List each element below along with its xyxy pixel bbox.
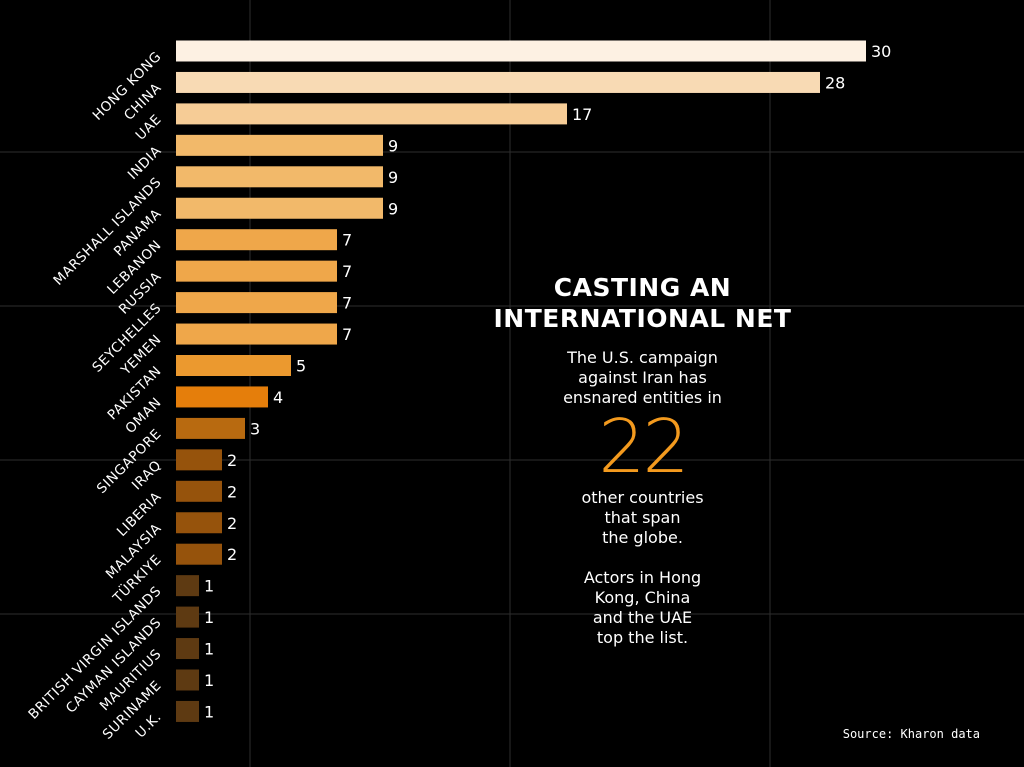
value-label: 9 xyxy=(388,199,398,218)
value-label: 2 xyxy=(227,545,237,564)
info-panel: CASTING AN INTERNATIONAL NET The U.S. ca… xyxy=(470,272,815,648)
bar-suriname xyxy=(176,669,199,691)
panel-outro-line-1: Actors in Hong xyxy=(583,568,702,587)
panel-outro-line-2: Kong, China xyxy=(594,588,691,607)
bar-hong-kong xyxy=(176,40,866,62)
bar-india xyxy=(176,134,383,156)
value-label: 3 xyxy=(250,419,260,438)
panel-middle-line-1: other countries xyxy=(581,488,704,507)
bar-oman xyxy=(176,386,268,408)
panel-intro-line-2: against Iran has xyxy=(578,368,707,387)
panel-title-line-1: CASTING AN xyxy=(553,273,732,302)
bar-russia xyxy=(176,260,337,282)
panel-outro-line-3: and the UAE xyxy=(592,608,693,627)
category-label: INDIA xyxy=(125,143,165,183)
source-note: Source: Kharon data xyxy=(842,727,980,741)
value-label: 30 xyxy=(871,42,891,61)
panel-middle-line-2: that span xyxy=(604,508,681,527)
value-label: 7 xyxy=(342,231,352,250)
value-label: 5 xyxy=(296,357,306,376)
panel-intro-line-1: The U.S. campaign xyxy=(567,348,718,367)
value-label: 1 xyxy=(204,608,214,627)
value-label: 2 xyxy=(227,482,237,501)
bar-lebanon xyxy=(176,229,337,251)
value-label: 1 xyxy=(204,702,214,721)
bar-british-virgin-islands xyxy=(176,575,199,597)
bars xyxy=(176,40,866,722)
panel-outro: Actors in Hong Kong, China and the UAE t… xyxy=(470,568,815,648)
bar-uae xyxy=(176,103,567,125)
value-label: 1 xyxy=(204,577,214,596)
bar-cayman-islands xyxy=(176,606,199,628)
panel-middle-line-3: the globe. xyxy=(602,528,683,547)
value-label: 7 xyxy=(342,294,352,313)
bar-u-k- xyxy=(176,700,199,722)
bar-seychelles xyxy=(176,292,337,314)
bar-china xyxy=(176,71,820,93)
bar-iraq xyxy=(176,449,222,471)
bar-pakistan xyxy=(176,355,291,376)
value-label: 9 xyxy=(388,136,398,155)
bar-panama xyxy=(176,197,383,219)
panel-middle: other countries that span the globe. xyxy=(470,488,815,548)
panel-title-line-2: INTERNATIONAL NET xyxy=(493,304,792,333)
value-label: 2 xyxy=(227,451,237,470)
value-label: 2 xyxy=(227,514,237,533)
value-label: 9 xyxy=(388,168,398,187)
bar-t-rkiye xyxy=(176,543,222,565)
bar-liberia xyxy=(176,480,222,502)
value-label: 1 xyxy=(204,640,214,659)
panel-outro-line-4: top the list. xyxy=(596,628,689,647)
panel-intro-line-3: ensnared entities in xyxy=(563,388,722,407)
value-label: 4 xyxy=(273,388,283,407)
bar-malaysia xyxy=(176,512,222,534)
panel-title: CASTING AN INTERNATIONAL NET xyxy=(470,272,815,334)
value-label: 28 xyxy=(825,73,845,92)
panel-intro: The U.S. campaign against Iran has ensna… xyxy=(470,348,815,408)
bar-yemen xyxy=(176,323,337,345)
value-label: 1 xyxy=(204,671,214,690)
value-label: 17 xyxy=(572,105,592,124)
bar-mauritius xyxy=(176,638,199,660)
big-number: 22 xyxy=(598,404,689,490)
bar-marshall-islands xyxy=(176,166,383,188)
value-label: 7 xyxy=(342,325,352,344)
value-label: 7 xyxy=(342,262,352,281)
bar-singapore xyxy=(176,417,245,439)
